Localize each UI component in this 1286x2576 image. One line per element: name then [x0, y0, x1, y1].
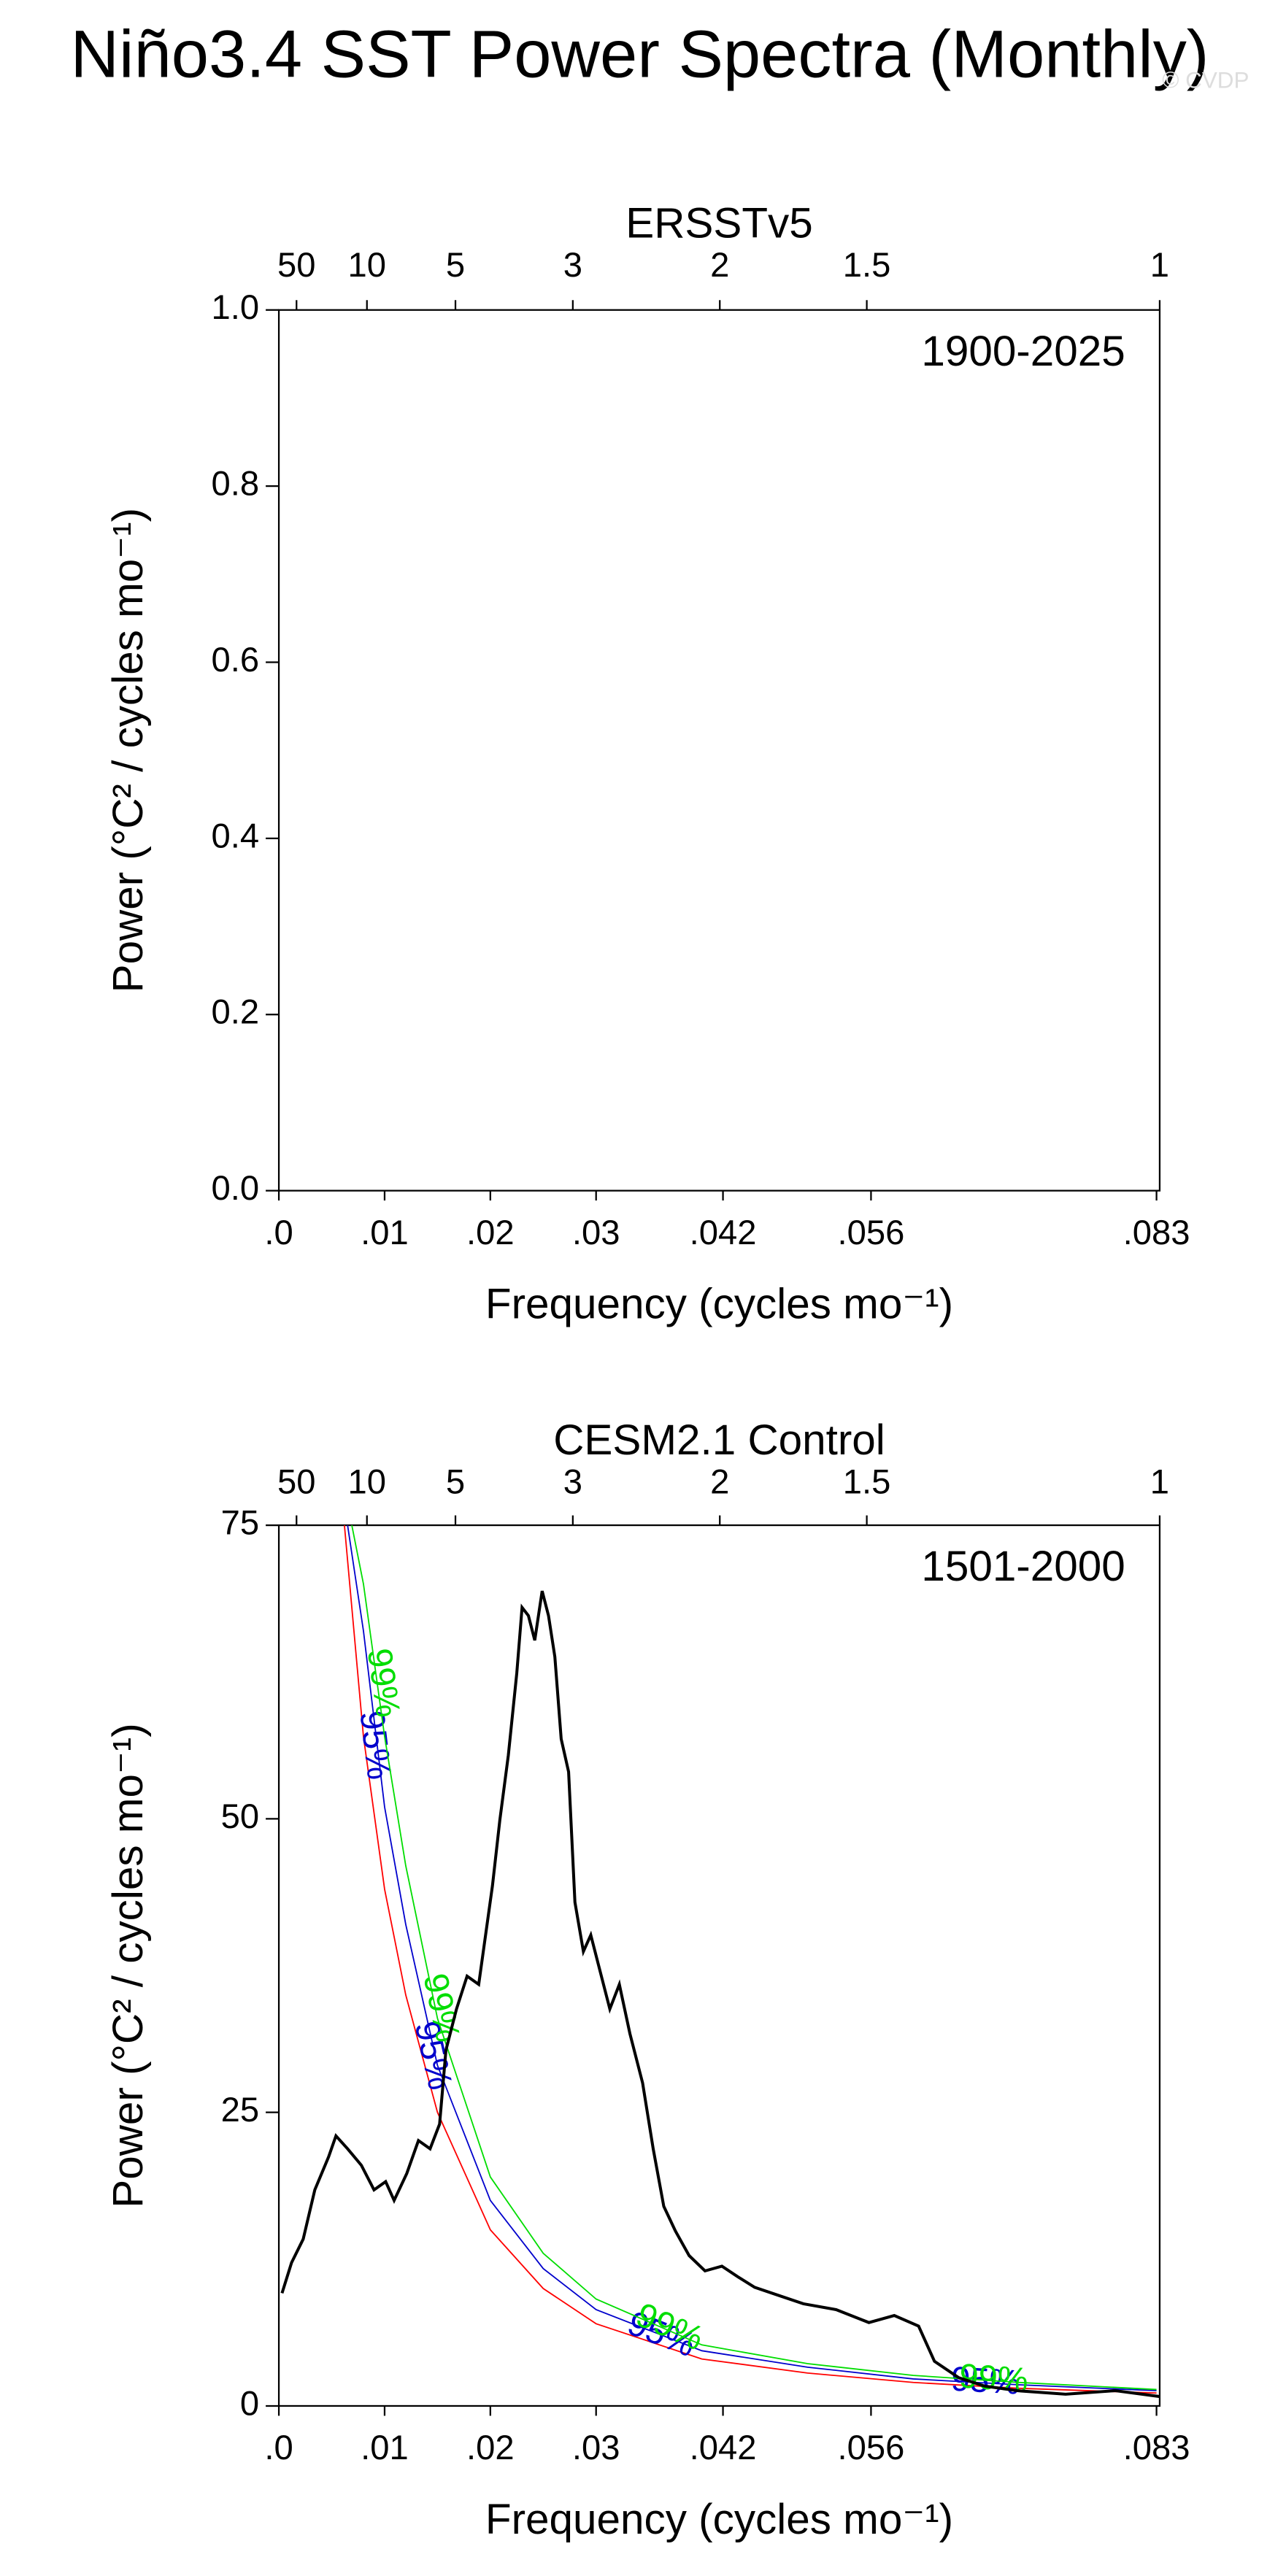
- x-axis-label: Frequency (cycles mo⁻¹): [485, 1281, 953, 1328]
- x-tick-label: .083: [1123, 1214, 1190, 1252]
- x-tick-label: .02: [466, 2429, 515, 2467]
- watermark: © CVDP: [1162, 68, 1249, 93]
- data-line: [344, 1525, 1157, 2394]
- y-axis-label: Power (°C² / cycles mo⁻¹): [104, 1723, 152, 2207]
- x-tick-label: .056: [837, 1214, 904, 1252]
- x2-tick-label: 1.5: [843, 1462, 891, 1501]
- curve-label: 95%: [353, 1708, 399, 1781]
- x2-tick-label: 1.5: [843, 246, 891, 285]
- x2-tick-label: 10: [348, 1462, 386, 1501]
- y-tick-label: 75: [221, 1504, 260, 1543]
- data-line: [347, 1525, 1157, 2391]
- x-tick-label: .01: [361, 2429, 409, 2467]
- plot-frame: [277, 309, 1161, 1192]
- panel-annotation: 1501-2000: [921, 1543, 1125, 1590]
- page-title: Niño3.4 SST Power Spectra (Monthly): [71, 16, 1209, 91]
- x2-tick-label: 10: [348, 246, 386, 285]
- data-line: [351, 1525, 1157, 2391]
- x-tick-label: .03: [572, 2429, 620, 2467]
- x2-tick-label: 3: [563, 1462, 582, 1501]
- plot-frame: [277, 1524, 1161, 2407]
- panel-subtitle: ERSSTv5: [625, 200, 812, 247]
- x-tick-label: .056: [837, 2429, 904, 2467]
- y-tick-label: 0.8: [211, 465, 259, 504]
- y-tick-label: 0.6: [211, 641, 259, 679]
- panel-annotation: 1900-2025: [921, 328, 1125, 375]
- x2-tick-label: 3: [563, 246, 582, 285]
- x-tick-label: .083: [1123, 2429, 1190, 2467]
- x2-tick-label: 1: [1150, 246, 1169, 285]
- y-tick-label: 1.0: [211, 288, 259, 327]
- x-axis-label: Frequency (cycles mo⁻¹): [485, 2496, 953, 2543]
- curve-label: 99%: [360, 1646, 407, 1720]
- y-tick-label: 25: [221, 2091, 260, 2129]
- panel-subtitle: CESM2.1 Control: [553, 1416, 885, 1464]
- y-tick-label: 0.4: [211, 817, 259, 855]
- x2-tick-label: 1: [1150, 1462, 1169, 1501]
- y-tick-label: 50: [221, 1797, 260, 1836]
- y-axis-label: Power (°C² / cycles mo⁻¹): [104, 508, 152, 992]
- data-line: [280, 1590, 1160, 2399]
- x-tick-label: .0: [264, 1214, 293, 1252]
- y-tick-label: 0: [240, 2384, 259, 2423]
- x2-tick-label: 5: [446, 246, 465, 285]
- x2-tick-label: 2: [710, 1462, 729, 1501]
- curve-label: 99%: [958, 2356, 1030, 2399]
- y-tick-label: 0.2: [211, 993, 259, 1032]
- curve-label: 95%: [950, 2360, 1021, 2402]
- x-tick-label: .03: [572, 1214, 620, 1252]
- x2-tick-label: 5: [446, 1462, 465, 1501]
- x-tick-label: .042: [690, 1214, 757, 1252]
- y-tick-label: 0.0: [211, 1169, 259, 1208]
- x2-tick-label: 50: [277, 1462, 315, 1501]
- x2-tick-label: 50: [277, 246, 315, 285]
- x2-tick-label: 2: [710, 246, 729, 285]
- x-tick-label: .01: [361, 1214, 409, 1252]
- x-tick-label: .042: [690, 2429, 757, 2467]
- x-tick-label: .0: [264, 2429, 293, 2467]
- x-tick-label: .02: [466, 1214, 515, 1252]
